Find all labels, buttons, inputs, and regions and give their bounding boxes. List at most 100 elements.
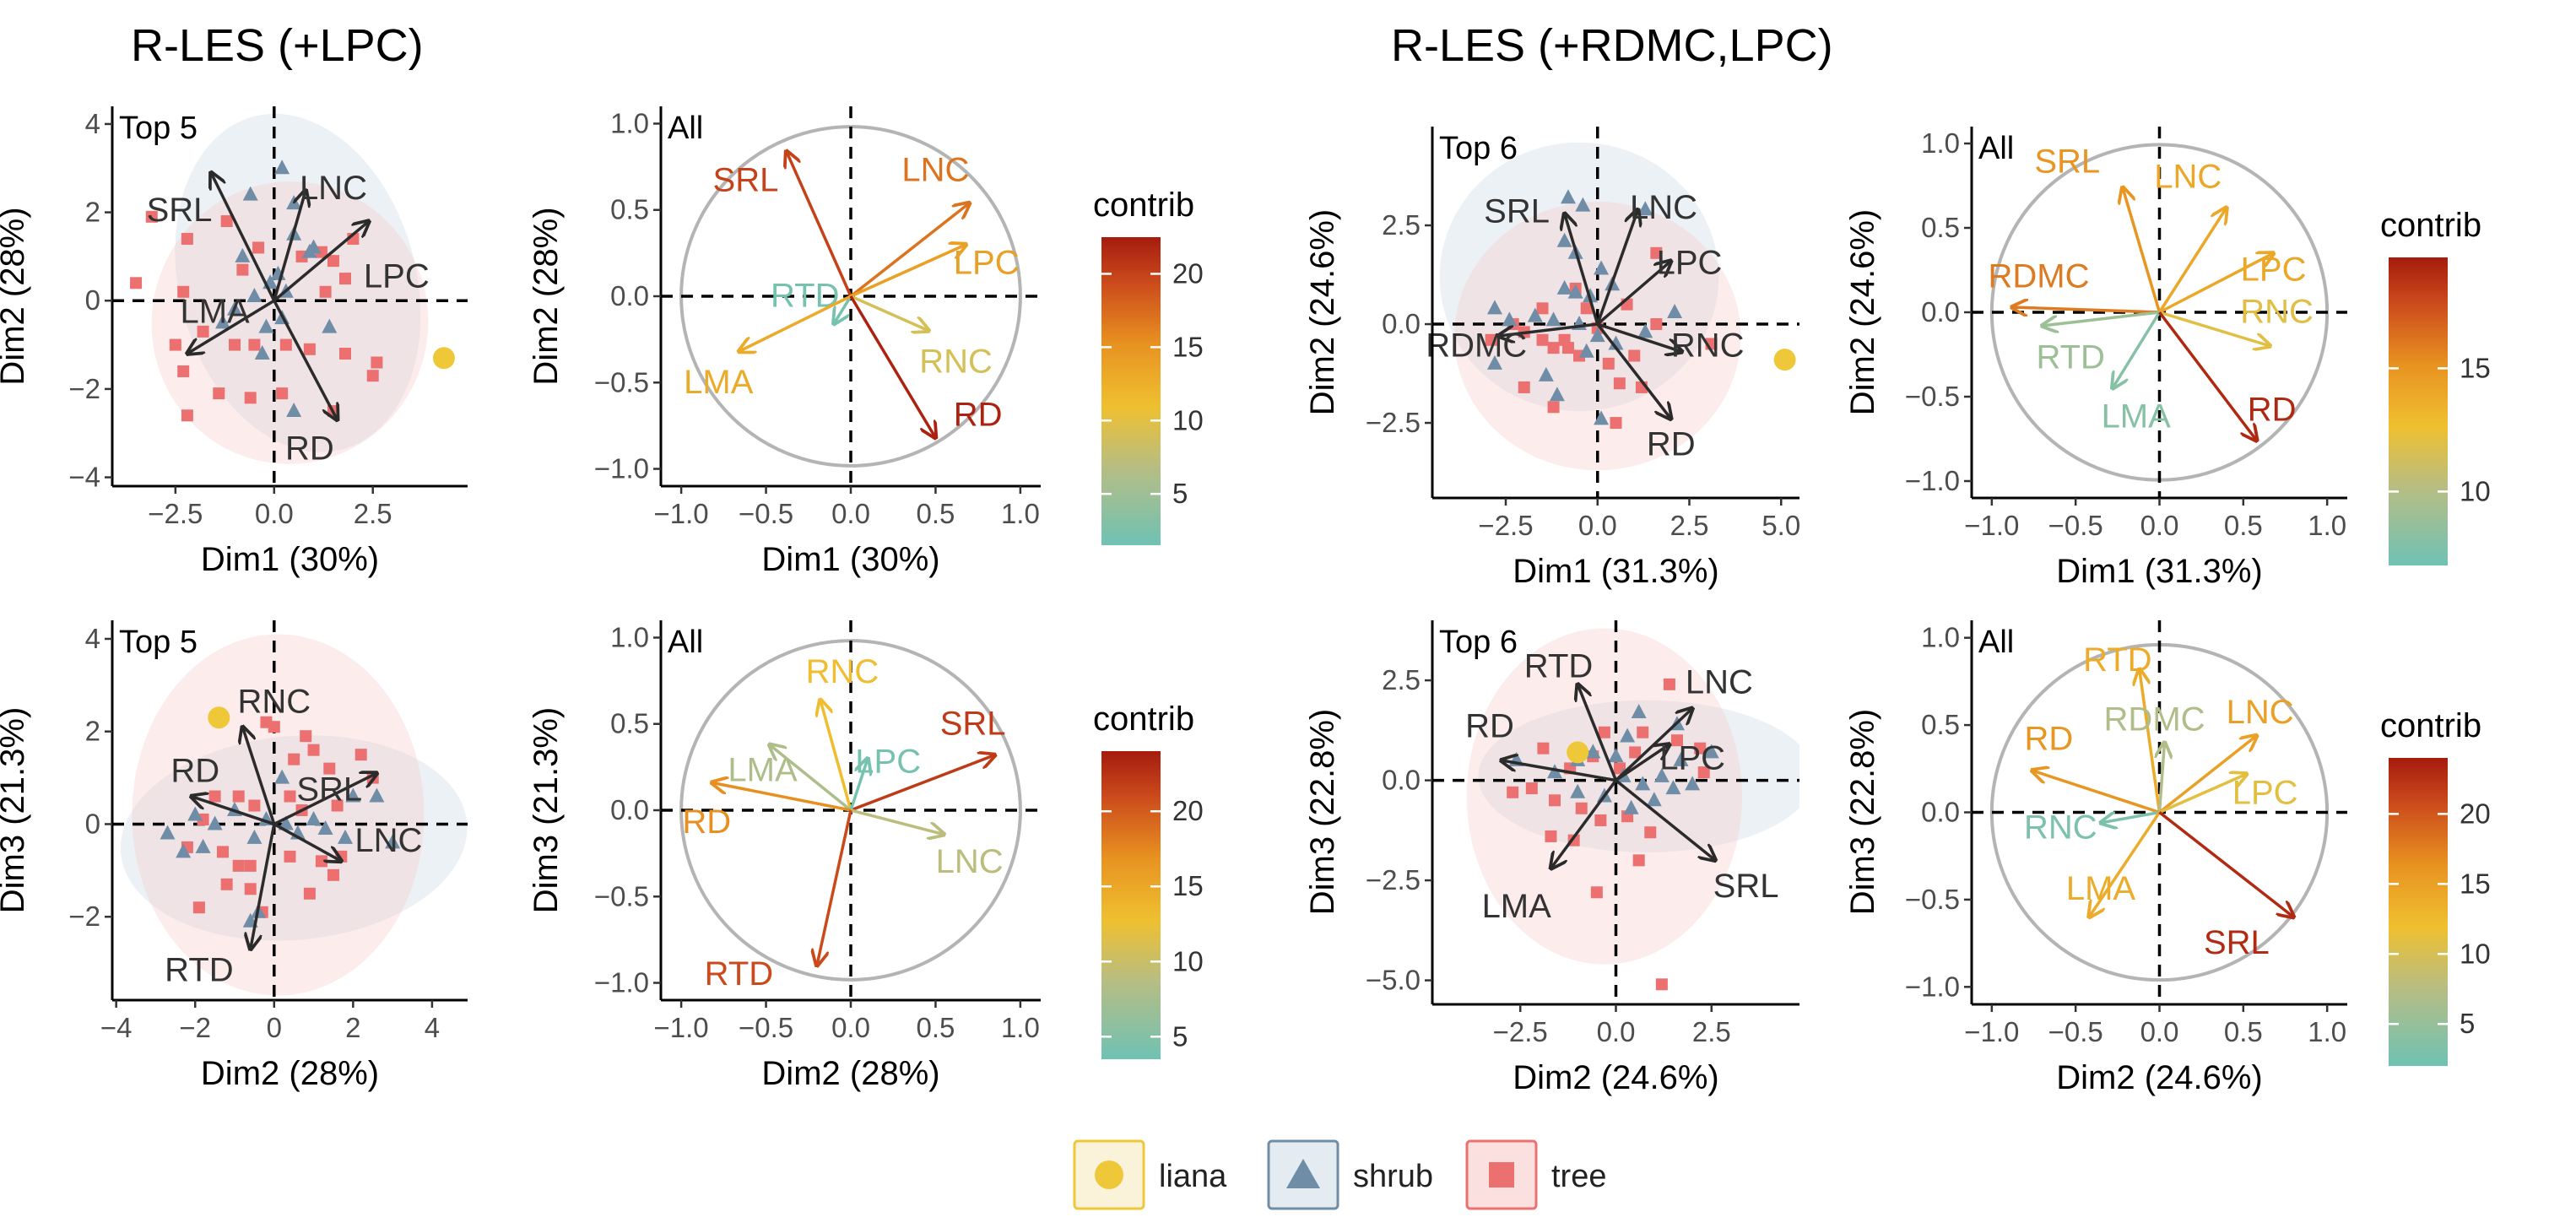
tree-point	[1694, 742, 1707, 755]
ellipse-shrub	[175, 113, 421, 452]
plot-area	[112, 620, 468, 1000]
colorbar-tick-label: 5	[2460, 1008, 2475, 1039]
x-tick-label: 0.0	[1578, 510, 1617, 541]
legend-liana-label: liana	[1159, 1159, 1227, 1194]
x-tick-label: −0.5	[739, 498, 793, 529]
arrow-srl	[2158, 811, 2294, 917]
shrub-point	[242, 186, 258, 201]
panels: SRL LNC LPC LMA RD −2.5 0.0 2.5 −4 −2 0 2 4 Dim1 (30%…	[0, 106, 2347, 1096]
panel-tag: Top 6	[1439, 625, 1518, 660]
arrow-srl	[787, 151, 852, 297]
y-tick-label: 0.5	[1921, 709, 1960, 740]
colorbar-tick-label: 10	[1172, 945, 1204, 976]
panel-6: SRL LNC LPC RDMC RNC RTD LMA RD −1.0 −0.5 0.0 0.5 1.…	[1844, 127, 2347, 590]
tree-point	[1671, 734, 1683, 747]
y-axis-label: Dim3 (21.3%)	[0, 707, 31, 914]
tree-point	[220, 878, 233, 890]
arrow-rd	[849, 295, 935, 438]
tree-point	[288, 753, 300, 765]
shrub-point	[1589, 327, 1605, 343]
arrow-label-srl: SRL	[2034, 143, 2100, 181]
x-tick-label: 0.0	[2140, 1016, 2179, 1047]
arrow-label-rtd: RTD	[705, 955, 773, 993]
shrub-point	[286, 403, 302, 418]
shrub-point	[1585, 744, 1601, 759]
y-tick-label: 0.0	[1382, 765, 1421, 796]
y-tick-label: 0.0	[1382, 308, 1421, 339]
title-right: R-LES (+RDMC,LPC)	[1391, 20, 1833, 71]
shrub-point	[274, 769, 290, 784]
colorbar-tick-label: 5	[1172, 478, 1188, 509]
arrow-label-rdmc: RDMC	[1426, 327, 1527, 365]
arrow-srl	[273, 773, 377, 826]
y-tick-label: 2.5	[1382, 209, 1421, 241]
arrow-rd	[192, 797, 275, 826]
arrow-label-lpc: LPC	[1657, 244, 1723, 281]
arrow-rtd	[2140, 669, 2162, 813]
y-tick-label: 0.0	[1921, 296, 1960, 327]
tree-point	[371, 356, 383, 369]
y-tick-label: 1.0	[610, 107, 649, 138]
arrow-label-lpc: LPC	[364, 258, 430, 295]
tree-point	[1655, 978, 1668, 991]
arrow-label-rtd: RTD	[165, 952, 233, 989]
arrow-rd	[1596, 322, 1671, 419]
tree-point	[1545, 830, 1557, 842]
arrow-label-rtd: RTD	[771, 278, 839, 315]
colorbar-title: contrib	[2380, 207, 2481, 244]
colorbar-2: contrib 5 10 15 20	[1093, 701, 1204, 1059]
tree-point	[181, 409, 193, 422]
shrub-point	[1556, 232, 1572, 247]
shrub-point	[1549, 387, 1565, 402]
tree-point	[1549, 794, 1561, 807]
arrow-lpc	[1615, 744, 1670, 782]
arrow-lma	[770, 744, 852, 812]
x-tick-label: 0.5	[917, 498, 955, 529]
arrow-rnc	[2158, 311, 2270, 346]
arrow-label-rtd: RTD	[1524, 647, 1593, 684]
arrow-label-lpc: LPC	[2232, 774, 2298, 811]
tree-point	[315, 855, 327, 868]
tree-point	[130, 277, 143, 289]
arrow-rd	[273, 300, 338, 419]
arrow-lma	[739, 295, 852, 351]
title-left: R-LES (+LPC)	[131, 20, 424, 71]
shrub-point	[214, 314, 230, 329]
x-tick-label: 5.0	[1762, 510, 1800, 541]
shrub-point	[369, 787, 385, 803]
x-tick-label: −2.5	[148, 498, 203, 529]
tree-point	[213, 387, 225, 400]
shrub-point	[246, 829, 262, 844]
arrow-lma	[2089, 811, 2161, 917]
arrow-srl	[211, 172, 276, 302]
tree-point	[1705, 338, 1718, 350]
arrow-label-lnc: LNC	[354, 822, 422, 859]
arrow-label-rd: RD	[954, 397, 1003, 434]
x-tick-label: −1.0	[1964, 510, 2019, 541]
arrow-label-rdmc: RDMC	[2104, 701, 2205, 738]
y-tick-label: −1.0	[594, 453, 649, 484]
group-legend: liana shrub tree	[1073, 1139, 1606, 1210]
arrow-label-lpc: LPC	[855, 743, 921, 780]
shrub-point	[306, 810, 322, 825]
x-tick-label: 2.5	[354, 498, 392, 529]
shrub-point	[1635, 776, 1651, 791]
tree-point	[244, 859, 257, 872]
arrow-label-rd: RD	[2024, 720, 2073, 757]
arrow-lnc	[850, 809, 944, 835]
colorbar-title: contrib	[1093, 701, 1194, 738]
shrub-point	[1502, 311, 1518, 327]
panel-8: RTD RDMC LNC RD LPC RNC LMA SRL −1.0 −0.5 0.0 0.5 1.…	[1844, 620, 2347, 1096]
y-tick-label: 0	[85, 808, 100, 839]
tree-point	[1485, 333, 1497, 346]
shrub-point	[235, 247, 251, 262]
tree-point	[232, 790, 245, 803]
y-tick-label: −2.5	[1366, 407, 1421, 438]
shrub-point	[1556, 279, 1572, 295]
arrow-label-srl: SRL	[1713, 868, 1779, 905]
colorbar-gradient	[2389, 758, 2448, 1066]
shrub-point	[317, 820, 333, 835]
shrub-point	[1486, 300, 1502, 315]
legend-liana-marker	[1095, 1160, 1123, 1189]
y-axis-label: Dim3 (22.8%)	[1304, 709, 1341, 916]
